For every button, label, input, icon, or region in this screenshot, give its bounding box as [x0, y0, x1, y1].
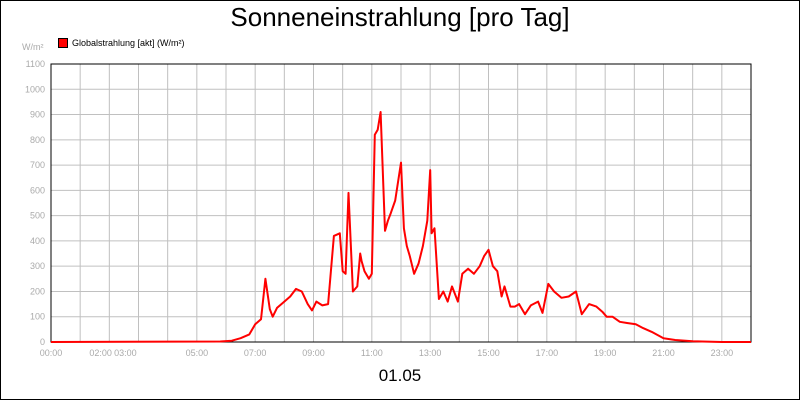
x-tick-label: 19:00	[594, 348, 617, 358]
y-tick-label: 0	[40, 337, 45, 347]
y-tick-label: 600	[30, 185, 45, 195]
x-tick-label: 11:00	[361, 348, 383, 358]
y-tick-label: 900	[30, 110, 45, 120]
y-tick-label: 100	[30, 312, 45, 322]
chart-title: Sonneneinstrahlung [pro Tag]	[230, 2, 570, 32]
grid-lines	[51, 63, 751, 343]
y-tick-label: 700	[30, 160, 45, 170]
x-tick-label: 17:00	[536, 348, 559, 358]
x-tick-label: 15:00	[477, 348, 500, 358]
x-tick-label: 21:00	[652, 348, 675, 358]
x-tick-label: 02:00	[89, 348, 112, 358]
y-tick-label: 200	[30, 286, 45, 296]
legend-label: Globalstrahlung [akt] (W/m²)	[72, 38, 185, 48]
x-tick-label: 09:00	[302, 348, 325, 358]
x-tick-label: 05:00	[186, 348, 209, 358]
y-axis-label: W/m²	[22, 42, 44, 52]
x-tick-label: 00:00	[40, 348, 63, 358]
series-line-globalstrahlung	[50, 111, 751, 343]
legend-swatch	[58, 38, 68, 48]
x-tick-label: 23:00	[711, 348, 734, 358]
x-tick-label: 03:00	[114, 348, 137, 358]
y-tick-label: 800	[30, 135, 45, 145]
legend: Globalstrahlung [akt] (W/m²)	[58, 38, 185, 48]
y-tick-label: 500	[30, 211, 45, 221]
x-tick-labels: 00:00 02:00 03:00 05:00 07:00 09:00 11:00 13:00…	[40, 348, 733, 358]
x-tick-label: 13:00	[419, 348, 442, 358]
y-tick-label: 300	[30, 261, 45, 271]
y-tick-label: 400	[30, 236, 45, 246]
y-tick-label: 1100	[26, 59, 45, 69]
y-tick-labels: 0 100 200 300 400 500 600 700 800 900 1000 1100	[25, 59, 45, 347]
x-axis-label: 01.05	[378, 366, 422, 385]
x-tick-label: 07:00	[244, 348, 267, 358]
y-tick-label: 1000	[25, 84, 45, 94]
plot-area	[50, 63, 752, 343]
